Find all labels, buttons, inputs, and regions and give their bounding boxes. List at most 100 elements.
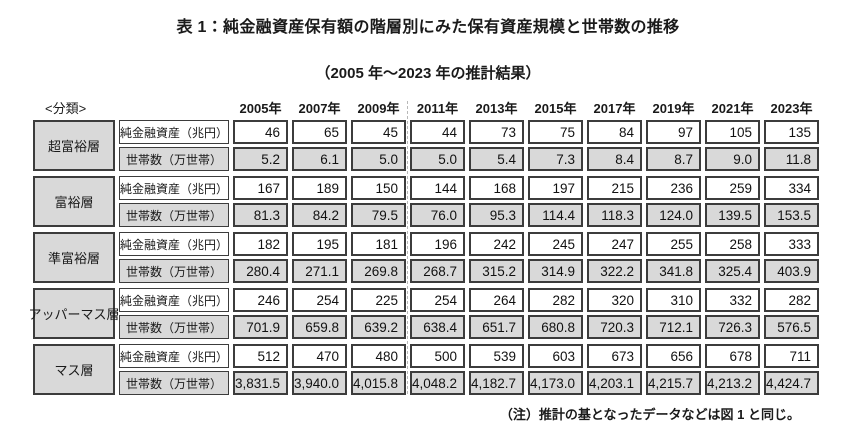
- classification-label: <分類>: [45, 101, 87, 116]
- asset-value-cell: 46: [233, 120, 288, 144]
- household-value-cell: 5.0: [410, 147, 465, 171]
- year-header: 2023年: [770, 101, 813, 116]
- asset-value-cell: 258: [705, 232, 760, 256]
- assets-metric-label: 純金融資産（兆円）: [119, 120, 229, 144]
- asset-value-cell: 678: [705, 344, 760, 368]
- asset-value-cell: 656: [646, 344, 701, 368]
- household-value-cell: 680.8: [528, 315, 583, 339]
- tier-group: アッパーマス層 純金融資産（兆円） 246 254 225 254 264 282 320 310…: [29, 288, 821, 339]
- year-header: 2007年: [298, 101, 341, 116]
- assets-row: 純金融資産（兆円） 167 189 150 144 168 197 215 236 259 334: [119, 176, 821, 200]
- asset-value-cell: 97: [646, 120, 701, 144]
- asset-value-cell: 711: [764, 344, 819, 368]
- assets-metric-label: 純金融資産（兆円）: [119, 176, 229, 200]
- household-value-cell: 5.2: [233, 147, 288, 171]
- asset-value-cell: 225: [351, 288, 406, 312]
- asset-value-cell: 255: [646, 232, 701, 256]
- year-header: 2019年: [652, 101, 695, 116]
- asset-value-cell: 182: [233, 232, 288, 256]
- year-header: 2013年: [475, 101, 518, 116]
- household-value-cell: 84.2: [292, 203, 347, 227]
- household-value-cell: 153.5: [764, 203, 819, 227]
- page-break-divider: [407, 101, 408, 394]
- household-value-cell: 118.3: [587, 203, 642, 227]
- households-row: 世帯数（万世帯） 701.9 659.8 639.2 638.4 651.7 680.8 72…: [119, 315, 821, 339]
- asset-value-cell: 512: [233, 344, 288, 368]
- household-value-cell: 701.9: [233, 315, 288, 339]
- household-value-cell: 325.4: [705, 259, 760, 283]
- household-value-cell: 268.7: [410, 259, 465, 283]
- asset-value-cell: 44: [410, 120, 465, 144]
- year-header: 2009年: [357, 101, 400, 116]
- household-value-cell: 651.7: [469, 315, 524, 339]
- assets-metric-label: 純金融資産（兆円）: [119, 232, 229, 256]
- household-value-cell: 341.8: [646, 259, 701, 283]
- tier-group: 富裕層 純金融資産（兆円） 167 189 150 144 168 197 215 236 259 3…: [33, 176, 821, 227]
- household-value-cell: 124.0: [646, 203, 701, 227]
- asset-value-cell: 105: [705, 120, 760, 144]
- households-metric-label: 世帯数（万世帯）: [119, 203, 229, 227]
- household-value-cell: 76.0: [410, 203, 465, 227]
- asset-value-cell: 75: [528, 120, 583, 144]
- asset-value-cell: 247: [587, 232, 642, 256]
- household-value-cell: 5.0: [351, 147, 406, 171]
- household-value-cell: 4,215.7: [646, 371, 701, 395]
- asset-value-cell: 150: [351, 176, 406, 200]
- asset-value-cell: 673: [587, 344, 642, 368]
- asset-value-cell: 254: [292, 288, 347, 312]
- tier-name: 準富裕層: [33, 232, 115, 283]
- tier-name: 超富裕層: [33, 120, 115, 171]
- asset-value-cell: 236: [646, 176, 701, 200]
- assets-metric-label: 純金融資産（兆円）: [119, 288, 229, 312]
- asset-value-cell: 168: [469, 176, 524, 200]
- asset-value-cell: 196: [410, 232, 465, 256]
- tier-group: 準富裕層 純金融資産（兆円） 182 195 181 196 242 245 247 255 258…: [33, 232, 821, 283]
- assets-row: 純金融資産（兆円） 46 65 45 44 73 75 84 97 105 135: [119, 120, 821, 144]
- asset-value-cell: 310: [646, 288, 701, 312]
- household-value-cell: 403.9: [764, 259, 819, 283]
- asset-value-cell: 332: [705, 288, 760, 312]
- household-value-cell: 712.1: [646, 315, 701, 339]
- tier-name: 富裕層: [33, 176, 115, 227]
- household-value-cell: 139.5: [705, 203, 760, 227]
- households-row: 世帯数（万世帯） 280.4 271.1 269.8 268.7 315.2 314.9 32…: [119, 259, 821, 283]
- asset-value-cell: 84: [587, 120, 642, 144]
- asset-value-cell: 539: [469, 344, 524, 368]
- households-metric-label: 世帯数（万世帯）: [119, 315, 229, 339]
- household-value-cell: 4,182.7: [469, 371, 524, 395]
- asset-value-cell: 246: [233, 288, 288, 312]
- household-value-cell: 576.5: [764, 315, 819, 339]
- tier-group: 超富裕層 純金融資産（兆円） 46 65 45 44 73 75 84 97 105 135 世帯数（万…: [33, 120, 821, 171]
- asset-table: <分類> 2005年 2007年 2009年 2011年 2013年 2015年 2017年…: [29, 99, 821, 395]
- assets-row: 純金融資産（兆円） 512 470 480 500 539 603 673 656 678 711: [119, 344, 821, 368]
- year-header: 2011年: [416, 101, 459, 116]
- table-subtitle: （2005 年～2023 年の推計結果）: [315, 65, 541, 82]
- assets-metric-label: 純金融資産（兆円）: [119, 344, 229, 368]
- asset-value-cell: 320: [587, 288, 642, 312]
- household-value-cell: 4,048.2: [410, 371, 465, 395]
- household-value-cell: 11.8: [764, 147, 819, 171]
- household-value-cell: 4,015.8: [351, 371, 406, 395]
- asset-value-cell: 144: [410, 176, 465, 200]
- household-value-cell: 4,213.2: [705, 371, 760, 395]
- households-row: 世帯数（万世帯） 5.2 6.1 5.0 5.0 5.4 7.3 8.4 8.7 9.0 11.8: [119, 147, 821, 171]
- asset-value-cell: 181: [351, 232, 406, 256]
- asset-value-cell: 603: [528, 344, 583, 368]
- asset-value-cell: 197: [528, 176, 583, 200]
- household-value-cell: 659.8: [292, 315, 347, 339]
- tier-group: マス層 純金融資産（兆円） 512 470 480 500 539 603 673 656 678 7…: [33, 344, 821, 395]
- household-value-cell: 638.4: [410, 315, 465, 339]
- asset-value-cell: 254: [410, 288, 465, 312]
- asset-value-cell: 245: [528, 232, 583, 256]
- household-value-cell: 3,940.0: [292, 371, 347, 395]
- asset-value-cell: 215: [587, 176, 642, 200]
- asset-value-cell: 45: [351, 120, 406, 144]
- asset-value-cell: 334: [764, 176, 819, 200]
- year-header: 2005年: [239, 101, 282, 116]
- household-value-cell: 95.3: [469, 203, 524, 227]
- footnote: （注）推計の基となったデータなどは図 1 と同じ。: [499, 407, 800, 422]
- asset-value-cell: 282: [528, 288, 583, 312]
- asset-value-cell: 135: [764, 120, 819, 144]
- household-value-cell: 280.4: [233, 259, 288, 283]
